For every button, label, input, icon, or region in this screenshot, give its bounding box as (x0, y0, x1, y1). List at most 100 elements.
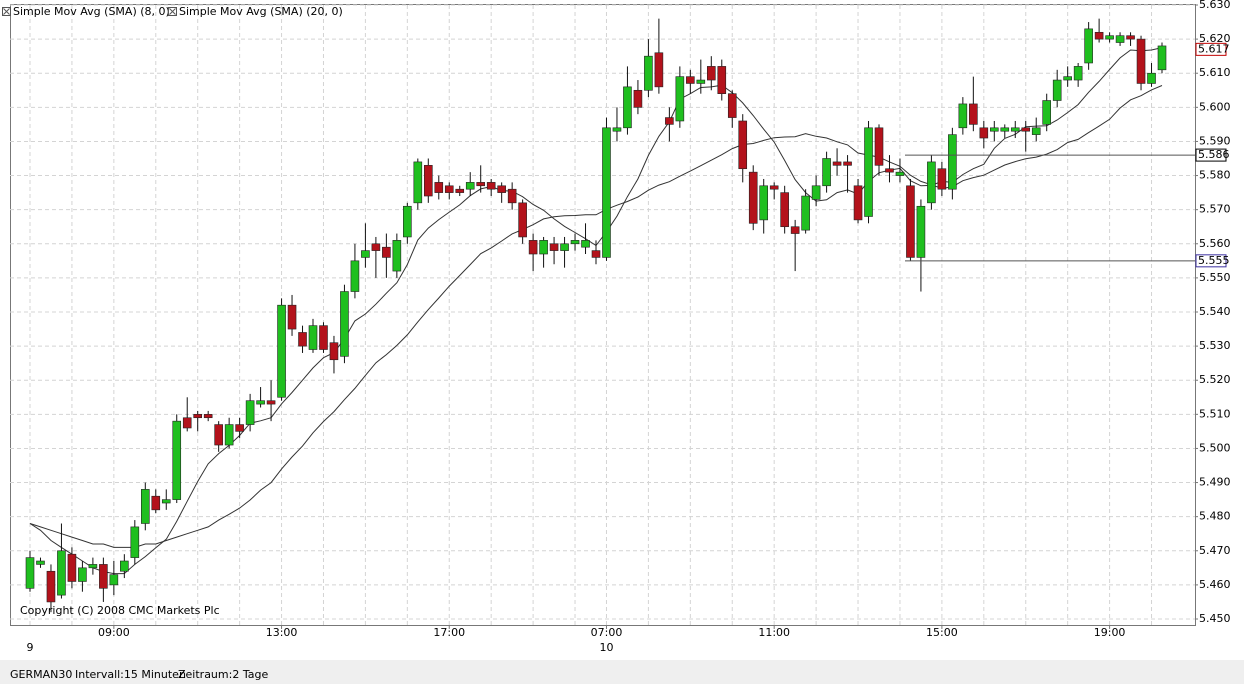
candle-body (256, 400, 265, 405)
price-marker-box (1195, 254, 1227, 268)
candle-body (182, 417, 192, 429)
candle-body (717, 66, 727, 94)
candle-body (319, 325, 328, 350)
candle-body (1136, 38, 1146, 84)
candle-body (958, 103, 968, 129)
candle-body (591, 250, 601, 258)
candle-body (748, 171, 758, 224)
candle-body (822, 158, 831, 187)
candle-body (413, 161, 423, 204)
candle-body (130, 526, 140, 558)
candle-body (686, 76, 695, 84)
y-tick-label: 5.520 (1199, 373, 1231, 386)
candle-body (193, 414, 203, 419)
y-tick-label: 5.540 (1199, 305, 1231, 318)
candle-body (612, 127, 622, 132)
y-tick-label: 5.480 (1199, 510, 1231, 523)
candle-body (266, 400, 276, 405)
y-tick-label: 5.470 (1199, 544, 1231, 557)
candle-body (151, 495, 161, 511)
price-marker-label: 5.586 (1198, 148, 1230, 161)
candle-body (1126, 35, 1135, 40)
candle-body (665, 117, 674, 125)
x-tick-label: 17:00 (433, 626, 465, 639)
copyright: Copyright (C) 2008 CMC Markets Plc (20, 604, 220, 617)
candle-body (1063, 76, 1072, 81)
price-marker-box (1195, 148, 1227, 162)
sma-line (29, 85, 1163, 548)
candle-body (214, 424, 223, 446)
candle-body (308, 325, 318, 350)
candle-body (738, 120, 748, 170)
candle-body (1157, 45, 1167, 71)
y-tick-label: 5.570 (1199, 203, 1231, 216)
x-tick-label: 15:00 (926, 626, 958, 639)
candle-body (109, 574, 119, 586)
plot-frame (10, 4, 1196, 626)
candle-body (444, 185, 454, 193)
candle-body (1031, 127, 1041, 135)
candle-body (99, 564, 108, 589)
x-tick-label: 13:00 (266, 626, 298, 639)
candle-body (1147, 72, 1156, 84)
x-tick-label: 09:00 (98, 626, 130, 639)
candle-body (1094, 31, 1104, 40)
x-tick-label: 07:00 (591, 626, 623, 639)
candle-body (843, 161, 852, 166)
candle-body (759, 185, 769, 221)
candle-body (832, 161, 842, 166)
x-tick-label: 19:00 (1094, 626, 1126, 639)
candle-body (916, 205, 926, 258)
candle-body (172, 420, 182, 500)
footer-interval: Intervall:15 Minuten (75, 668, 186, 681)
y-tick-label: 5.620 (1199, 32, 1231, 45)
legend-toggle-icon (3, 8, 10, 15)
candle-body (329, 342, 339, 361)
y-tick-label: 5.530 (1199, 339, 1231, 352)
candle-body (25, 557, 35, 589)
candle-body (560, 243, 569, 251)
candle-body (371, 243, 381, 251)
candle-body (927, 161, 936, 204)
candle-body (161, 499, 171, 504)
candle-body (287, 304, 297, 330)
candle-body (811, 185, 821, 200)
candle-body (382, 246, 391, 258)
y-tick-label: 5.450 (1199, 612, 1231, 625)
candle-body (549, 243, 559, 251)
candle-body (224, 424, 234, 446)
candle-body (602, 127, 611, 258)
candle-body (434, 182, 444, 193)
candle-body (644, 55, 653, 91)
candle-body (476, 182, 486, 187)
grid-layer (10, 4, 1195, 625)
candle-layer (25, 18, 1167, 613)
candle-body (423, 165, 433, 197)
candle-body (277, 304, 286, 398)
y-tick-label: 5.610 (1199, 66, 1231, 79)
footer-period: Zeitraum:2 Tage (178, 668, 268, 681)
candle-body (88, 564, 98, 569)
candle-body (203, 414, 213, 419)
candle-body (769, 185, 779, 190)
candle-body (539, 240, 548, 255)
y-tick-label: 5.630 (1199, 0, 1231, 11)
candle-body (36, 560, 45, 565)
candle-body (298, 332, 307, 347)
price-marker-box (1195, 42, 1227, 56)
price-marker-label: 5.617 (1198, 42, 1230, 55)
candle-body (67, 553, 77, 582)
candle-body (780, 192, 789, 228)
candle-body (885, 168, 894, 173)
candle-body (790, 226, 800, 234)
candle-body (497, 185, 506, 193)
candle-body (1115, 35, 1125, 43)
candle-body (623, 86, 632, 129)
candle-body (853, 185, 863, 221)
candle-body (46, 570, 56, 603)
candle-body (696, 79, 706, 84)
candle-body (948, 134, 957, 190)
candle-body (528, 240, 538, 255)
candle-body (1042, 100, 1052, 125)
